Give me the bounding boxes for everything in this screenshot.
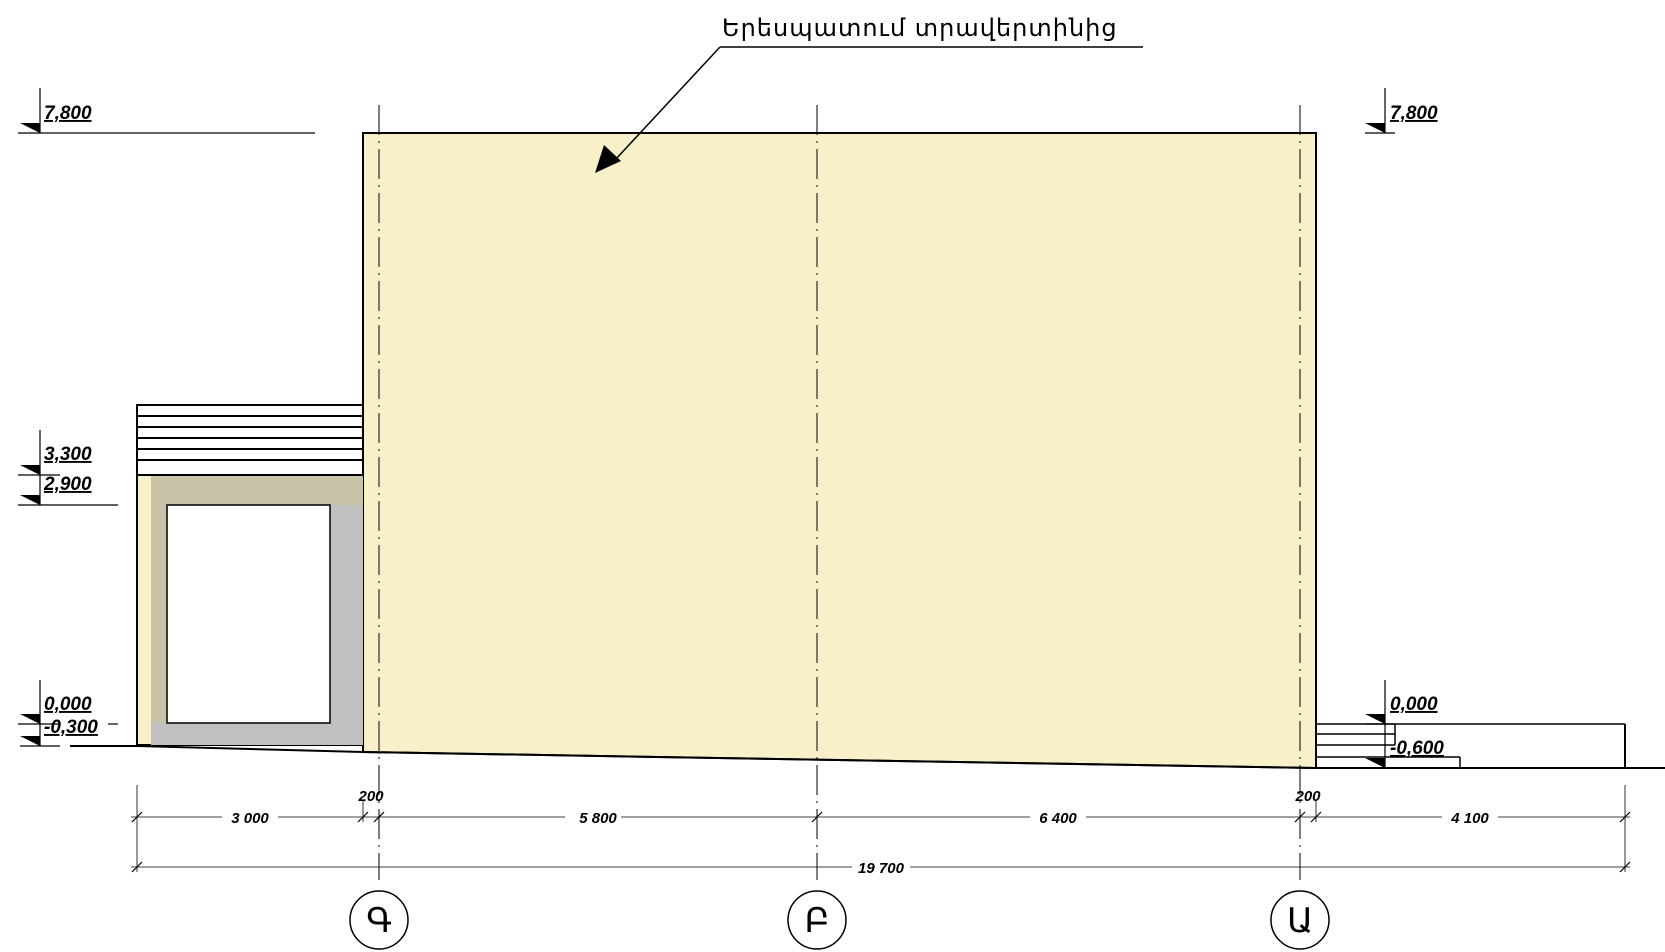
level-ground-right-low: -0,600 bbox=[1390, 738, 1444, 759]
dim-seg1: 3 000 bbox=[231, 810, 269, 827]
level-ground-right: 0,000 bbox=[1390, 694, 1438, 715]
entrance-opening bbox=[166, 504, 331, 724]
right-steps bbox=[1316, 723, 1626, 768]
dim-gap-left: 200 bbox=[357, 788, 384, 805]
level-ground-left: 0,000 bbox=[44, 694, 92, 715]
axis-bubble-b: Բ bbox=[787, 890, 847, 950]
level-top-left: 7,800 bbox=[44, 103, 92, 124]
entrance-canopy bbox=[136, 404, 364, 746]
svg-text:Գ: Գ bbox=[366, 901, 392, 941]
annotation-arrowhead bbox=[595, 145, 621, 173]
dim-seg3: 6 400 bbox=[1039, 810, 1077, 827]
dimension-ticks bbox=[131, 811, 1631, 873]
annotation-leader bbox=[614, 46, 1143, 161]
canopy-louvers bbox=[136, 404, 364, 476]
level-canopy-bottom: 2,900 bbox=[43, 474, 92, 495]
level-ground-left-low: -0,300 bbox=[44, 717, 98, 738]
dim-total: 19 700 bbox=[858, 860, 905, 877]
level-top-right: 7,800 bbox=[1390, 103, 1438, 124]
dim-seg2: 5 800 bbox=[579, 810, 617, 827]
axis-bubble-g: Գ bbox=[349, 890, 409, 950]
annotation-text: Երեսպատում տրավերտինից bbox=[722, 14, 1118, 42]
dim-gap-right: 200 bbox=[1294, 788, 1321, 805]
level-canopy-top: 3,300 bbox=[44, 444, 92, 465]
dim-seg4: 4 100 bbox=[1450, 810, 1489, 827]
main-facade bbox=[362, 132, 1317, 770]
svg-text:Բ: Բ bbox=[805, 901, 830, 941]
svg-text:Ա: Ա bbox=[1287, 901, 1313, 941]
axis-bubble-a: Ա bbox=[1270, 890, 1330, 950]
